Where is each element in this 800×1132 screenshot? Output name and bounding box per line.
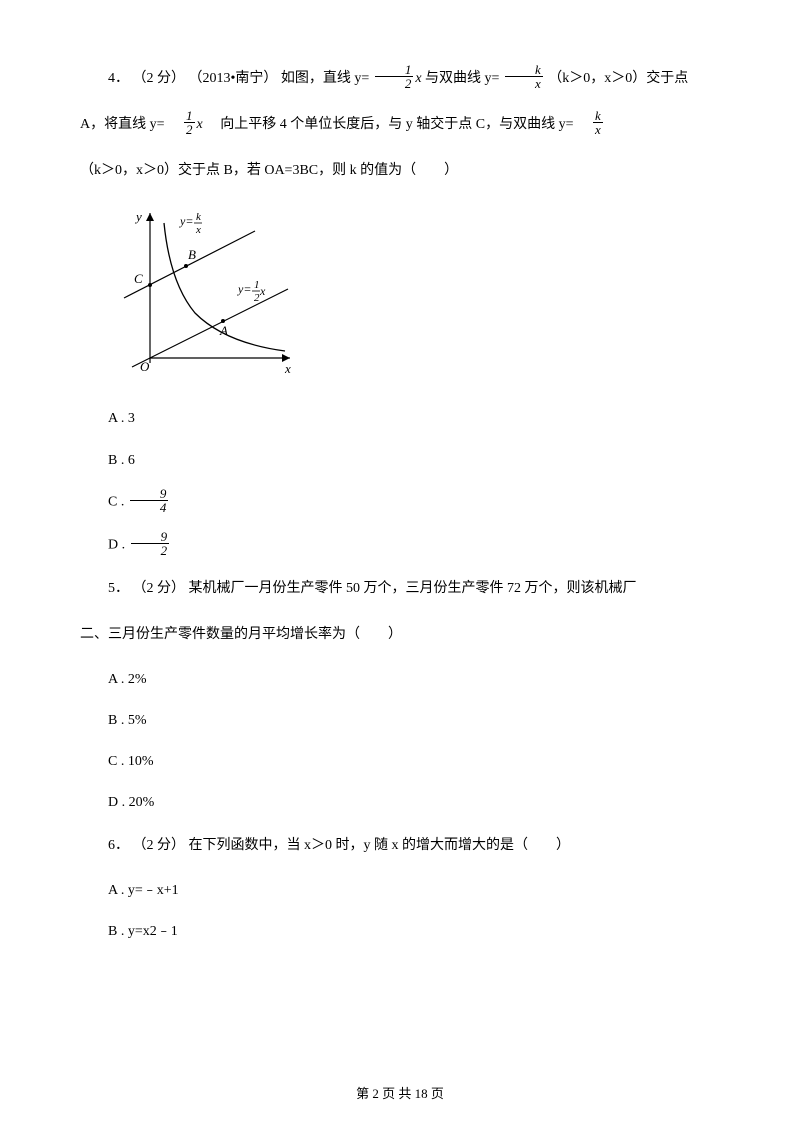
- q6-line1: 6． （2 分） 在下列函数中，当 x＞0 时，y 随 x 的增大而增大的是（ …: [80, 832, 720, 860]
- q5-line1: 5． （2 分） 某机械厂一月份生产零件 50 万个，三月份生产零件 72 万个…: [80, 575, 720, 603]
- q5-option-b: B . 5%: [80, 708, 720, 733]
- fraction-k-over-x: kx: [505, 63, 543, 90]
- graph-label-C: C: [134, 271, 143, 286]
- q4-line2: A，将直线 y= 12x 向上平移 4 个单位长度后，与 y 轴交于点 C，与双…: [80, 111, 720, 139]
- svg-text:x: x: [195, 224, 201, 236]
- q5-number: 5．: [108, 581, 129, 596]
- q4-option-b: B . 6: [80, 448, 720, 473]
- q4-option-d: D . 92: [80, 532, 720, 559]
- fraction-k-over-x-2: kx: [593, 109, 603, 136]
- q4-text-b: 与双曲线 y=: [425, 71, 499, 86]
- q5-points: （2 分）: [133, 581, 186, 596]
- svg-text:k: k: [196, 211, 202, 223]
- q5-option-a: A . 2%: [80, 667, 720, 692]
- q4-line2-b: 向上平移 4 个单位长度后，与 y 轴交于点 C，与双曲线 y=: [217, 117, 574, 132]
- page-footer: 第 2 页 共 18 页: [0, 1083, 800, 1102]
- graph-label-y: y: [134, 209, 142, 224]
- q4-option-a: A . 3: [80, 406, 720, 431]
- graph-label-B: B: [188, 247, 196, 262]
- q4-points: （2 分）: [133, 71, 186, 86]
- graph-svg: O x y C B A y= k x y= 1 2 x: [120, 203, 295, 378]
- frac1-var-2: x: [197, 117, 203, 132]
- q6-number: 6．: [108, 838, 129, 853]
- q5-option-d: D . 20%: [80, 790, 720, 815]
- q5-text-a: 某机械厂一月份生产零件 50 万个，三月份生产零件 72 万个，则该机械厂: [189, 581, 637, 596]
- fraction-9-2: 92: [131, 530, 170, 557]
- graph-curve-label: y=: [179, 214, 193, 228]
- q4-number: 4．: [108, 71, 129, 86]
- fraction-half-x-2: 12: [184, 109, 195, 136]
- q6-points: （2 分）: [133, 838, 186, 853]
- q5-line2: 二、三月份生产零件数量的月平均增长率为（ ）: [80, 621, 720, 649]
- q6-option-a: A . y=﹣x+1: [80, 878, 720, 903]
- q6-text: 在下列函数中，当 x＞0 时，y 随 x 的增大而增大的是（ ）: [189, 838, 571, 853]
- q5-option-c: C . 10%: [80, 749, 720, 774]
- q4-line1: 4． （2 分） （2013•南宁） 如图，直线 y= 12x 与双曲线 y= …: [80, 65, 720, 93]
- graph-line-label: y=: [237, 282, 251, 296]
- frac1-var: x: [415, 71, 421, 86]
- q4-line2-a: A，将直线 y=: [80, 117, 165, 132]
- q4-line3: （k＞0，x＞0）交于点 B，若 OA=3BC，则 k 的值为（ ）: [80, 157, 720, 185]
- q4-source: （2013•南宁）: [189, 71, 278, 86]
- fraction-9-4: 94: [130, 487, 169, 514]
- q4-option-c: C . 94: [80, 489, 720, 516]
- graph-label-A: A: [219, 323, 228, 338]
- page-content: 4． （2 分） （2013•南宁） 如图，直线 y= 12x 与双曲线 y= …: [0, 0, 800, 990]
- q4-graph: O x y C B A y= k x y= 1 2 x: [120, 203, 720, 386]
- svg-text:x: x: [259, 284, 266, 298]
- svg-text:1: 1: [254, 279, 260, 291]
- fraction-half-x: 12: [375, 63, 414, 90]
- q6-option-b: B . y=x2﹣1: [80, 919, 720, 944]
- graph-label-x: x: [284, 361, 291, 376]
- q4-text-c: （k＞0，x＞0）交于点: [548, 71, 688, 86]
- graph-label-O: O: [140, 359, 150, 374]
- q4-text-a: 如图，直线 y=: [281, 71, 369, 86]
